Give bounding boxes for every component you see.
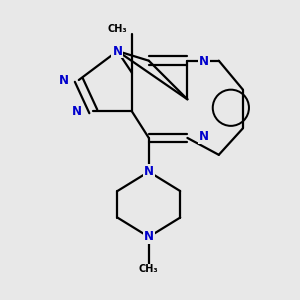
Text: N: N xyxy=(59,74,69,86)
Text: N: N xyxy=(199,56,209,68)
Text: N: N xyxy=(112,44,122,58)
Text: N: N xyxy=(199,130,209,143)
Text: N: N xyxy=(144,230,154,243)
Text: CH₃: CH₃ xyxy=(139,265,159,275)
Text: N: N xyxy=(71,105,81,118)
Text: CH₃: CH₃ xyxy=(108,24,127,34)
Text: N: N xyxy=(144,165,154,178)
